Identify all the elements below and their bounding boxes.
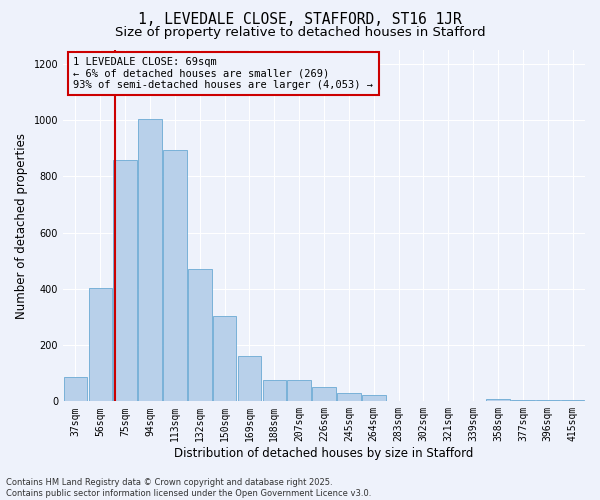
Bar (312, 388, 336, 402)
Bar (113, 160, 137, 402)
Bar (511, 400, 535, 402)
Text: Size of property relative to detached houses in Stafford: Size of property relative to detached ho… (115, 26, 485, 39)
Bar (536, 400, 560, 402)
X-axis label: Distribution of detached houses by size in Stafford: Distribution of detached houses by size … (175, 447, 474, 460)
Text: Contains HM Land Registry data © Crown copyright and database right 2025.
Contai: Contains HM Land Registry data © Crown c… (6, 478, 371, 498)
Bar (163, 150, 187, 402)
Bar (486, 398, 510, 402)
Bar (561, 400, 584, 402)
Bar (362, 395, 386, 402)
Text: 1 LEVEDALE CLOSE: 69sqm
← 6% of detached houses are smaller (269)
93% of semi-de: 1 LEVEDALE CLOSE: 69sqm ← 6% of detached… (73, 57, 373, 90)
Bar (337, 393, 361, 402)
Bar (64, 378, 87, 402)
Bar (89, 288, 112, 402)
Bar (287, 380, 311, 402)
Bar (188, 269, 212, 402)
Y-axis label: Number of detached properties: Number of detached properties (15, 132, 28, 318)
Text: 1, LEVEDALE CLOSE, STAFFORD, ST16 1JR: 1, LEVEDALE CLOSE, STAFFORD, ST16 1JR (138, 12, 462, 28)
Bar (238, 356, 261, 402)
Bar (138, 119, 162, 402)
Bar (213, 316, 236, 402)
Bar (263, 380, 286, 402)
